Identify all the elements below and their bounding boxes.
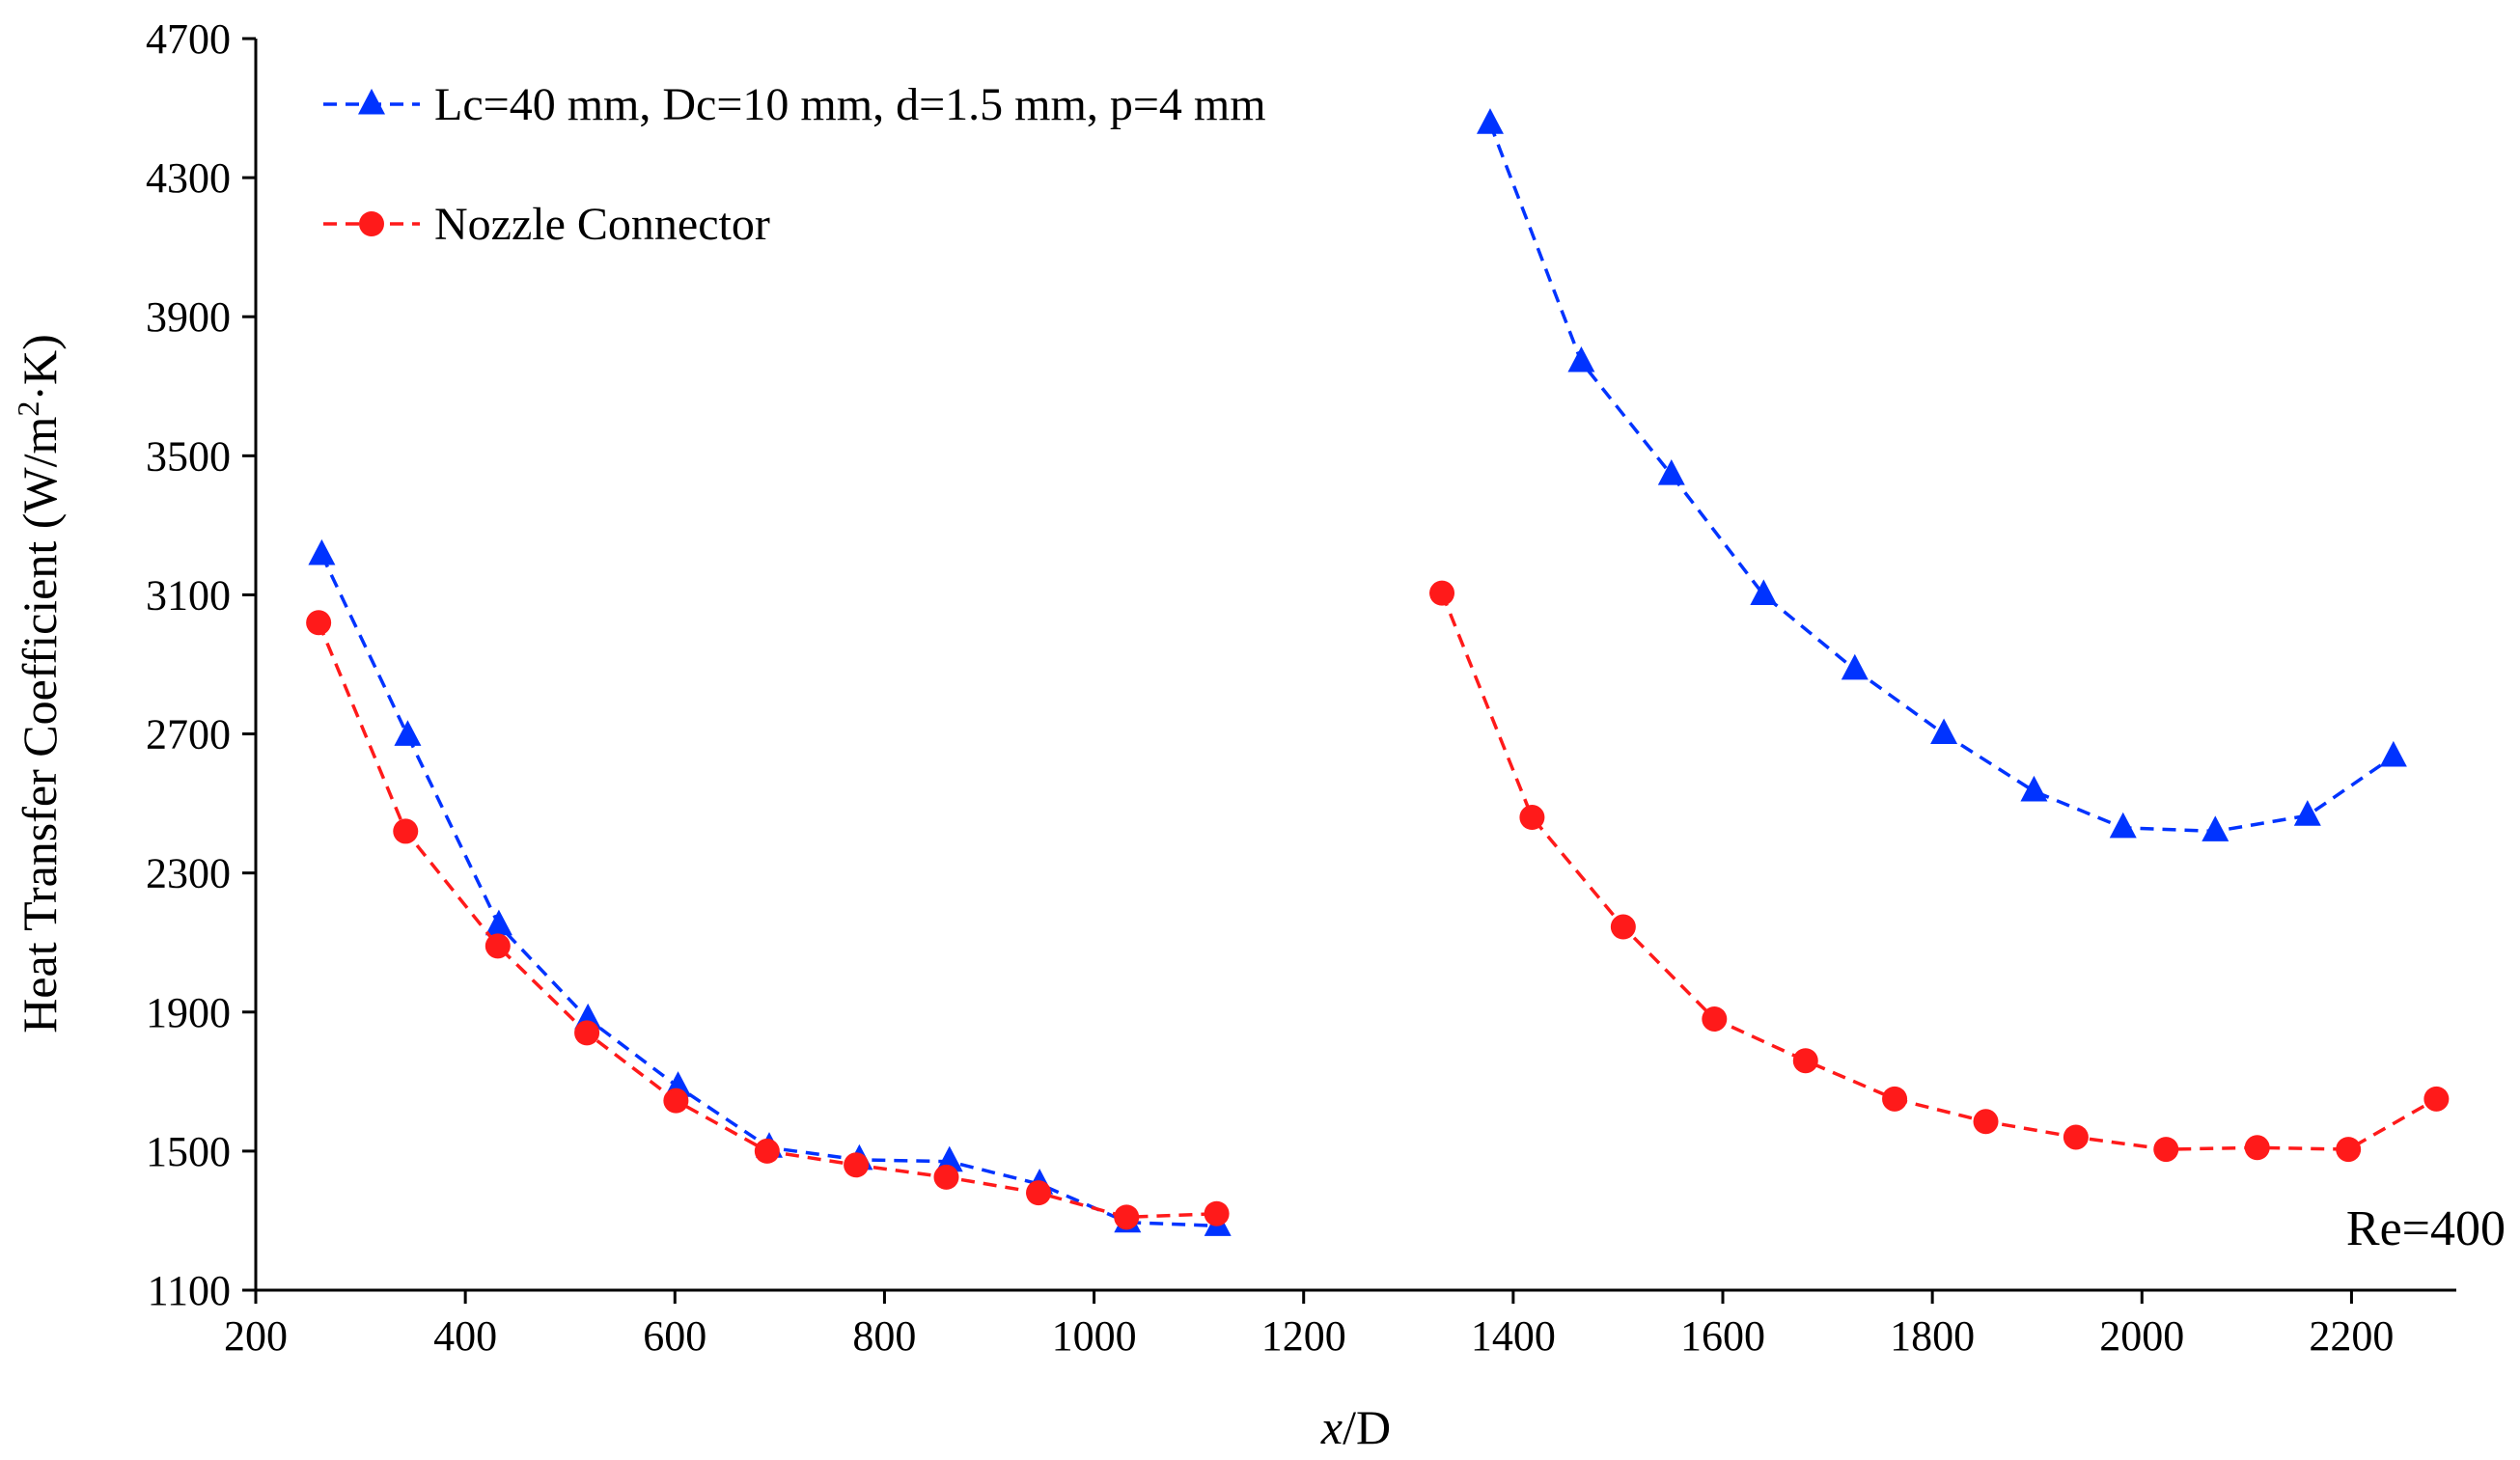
data-point (306, 610, 332, 636)
data-point (2379, 740, 2407, 767)
series-2-line-2 (1440, 592, 2438, 1151)
data-point (485, 909, 512, 936)
y-tick-label: 2300 (146, 850, 231, 897)
x-tick-label: 600 (643, 1312, 706, 1360)
x-tick-label: 1400 (1471, 1312, 1556, 1360)
x-axis-title: x/D (1320, 1400, 1391, 1454)
y-axis-title-end: ·K) (13, 334, 67, 400)
x-axis-title-rest: /D (1343, 1400, 1391, 1454)
data-point (2293, 800, 2321, 826)
data-point (1429, 580, 1455, 606)
data-point (1792, 1048, 1818, 1074)
data-point (754, 1138, 780, 1164)
data-point (308, 538, 336, 565)
x-tick-label: 400 (433, 1312, 497, 1360)
data-point (574, 1020, 600, 1046)
data-point (663, 1088, 689, 1114)
data-point (1702, 1005, 1728, 1032)
data-point (1476, 108, 1504, 134)
y-tick-label: 1100 (148, 1267, 231, 1314)
legend-marker (358, 88, 385, 115)
y-tick-label: 4300 (146, 154, 231, 202)
ticks: 200 400 600 800 1000 1200 1400 1600 1800 2000 2200… (146, 15, 2394, 1360)
data-point (2202, 815, 2229, 841)
data-point (1114, 1204, 1140, 1230)
y-tick-label: 3500 (146, 432, 231, 480)
legend-label: Lc=40 mm, Dc=10 mm, d=1.5 mm, p=4 mm (434, 79, 1266, 130)
x-tick-label: 1200 (1261, 1312, 1346, 1360)
y-axis-title: Heat Transfer Coefficient (W/m2·K) (11, 334, 67, 1033)
legend-item-1: Lc=40 mm, Dc=10 mm, d=1.5 mm, p=4 mm (323, 79, 1266, 130)
data-point (1567, 345, 1595, 372)
data-point (1750, 579, 1778, 605)
data-point (2336, 1137, 2362, 1163)
series-1 (308, 108, 2407, 1236)
data-point (2063, 1124, 2089, 1150)
x-tick-label: 800 (852, 1312, 916, 1360)
x-axis-title-italic: x (1320, 1400, 1343, 1454)
data-point (844, 1152, 870, 1178)
data-point (1973, 1109, 1999, 1135)
data-point (1204, 1200, 1230, 1226)
data-point (1610, 914, 1636, 940)
y-tick-label: 4700 (146, 15, 231, 63)
data-point (1841, 653, 1869, 680)
data-point (2153, 1137, 2179, 1163)
x-tick-label: 200 (224, 1312, 288, 1360)
x-tick-label: 2200 (2309, 1312, 2394, 1360)
x-tick-label: 1800 (1890, 1312, 1975, 1360)
x-tick-label: 1600 (1680, 1312, 1765, 1360)
y-axis-title-sup: 2 (11, 401, 45, 417)
y-tick-label: 2700 (146, 711, 231, 758)
y-tick-label: 1900 (146, 989, 231, 1036)
data-point (1657, 459, 1685, 485)
y-tick-label: 3900 (146, 293, 231, 341)
series-2 (306, 580, 2450, 1230)
x-tick-label: 1000 (1052, 1312, 1137, 1360)
data-point (393, 818, 419, 844)
data-point (2244, 1135, 2270, 1161)
legend-label: Nozzle Connector (434, 199, 770, 250)
axes (254, 39, 2456, 1292)
legend-marker (359, 211, 384, 236)
data-point (1930, 718, 1958, 745)
series-group (306, 108, 2450, 1236)
data-point (2109, 812, 2137, 839)
series-2-line-1 (317, 621, 1217, 1220)
y-tick-label: 3100 (146, 571, 231, 619)
data-point (485, 933, 511, 959)
legend: Lc=40 mm, Dc=10 mm, d=1.5 mm, p=4 mm Nozz… (323, 79, 1266, 250)
annotation-reynolds: Re=400 (2346, 1201, 2506, 1256)
data-point (1519, 805, 1545, 831)
data-point (2020, 775, 2048, 802)
data-point (1026, 1180, 1052, 1206)
y-tick-label: 1500 (146, 1128, 231, 1175)
y-axis-title-main: Heat Transfer Coefficient (W/m (13, 417, 67, 1033)
data-point (394, 720, 422, 746)
legend-item-2: Nozzle Connector (323, 199, 770, 250)
data-point (1882, 1086, 1908, 1112)
x-tick-label: 2000 (2099, 1312, 2184, 1360)
data-point (933, 1164, 959, 1190)
data-point (2423, 1086, 2450, 1112)
series-1-line-1 (319, 554, 1218, 1228)
